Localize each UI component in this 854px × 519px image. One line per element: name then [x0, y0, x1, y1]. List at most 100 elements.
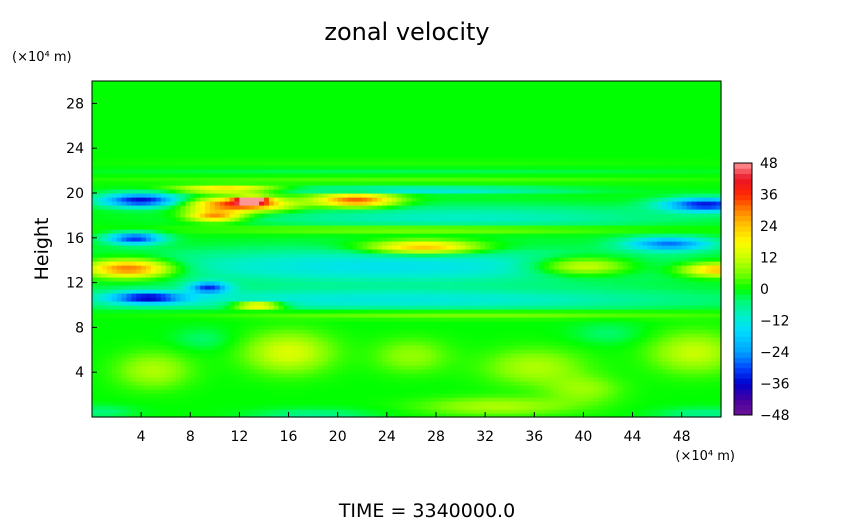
- heatmap-cell: [642, 409, 648, 414]
- heatmap-cell: [514, 369, 521, 374]
- heatmap-cell: [435, 293, 442, 298]
- heatmap-cell: [593, 269, 599, 274]
- heatmap-cell: [386, 409, 393, 414]
- heatmap-cell: [372, 357, 378, 362]
- heatmap-cell: [200, 329, 206, 334]
- heatmap-cell: [273, 373, 280, 378]
- heatmap-cell: [165, 333, 172, 338]
- heatmap-cell: [155, 281, 162, 286]
- heatmap-cell: [494, 297, 501, 302]
- heatmap-cell: [652, 325, 658, 330]
- heatmap-cell: [691, 341, 698, 346]
- heatmap-cell: [563, 389, 570, 394]
- heatmap-cell: [416, 409, 422, 414]
- heatmap-cell: [445, 357, 452, 362]
- heatmap-cell: [622, 365, 629, 370]
- heatmap-cell: [367, 393, 373, 398]
- heatmap-cell: [657, 281, 663, 286]
- heatmap-cell: [136, 285, 142, 290]
- heatmap-cell: [401, 333, 408, 338]
- heatmap-cell: [711, 341, 717, 346]
- heatmap-cell: [337, 377, 344, 382]
- heatmap-cell: [224, 369, 231, 374]
- heatmap-cell: [362, 357, 368, 362]
- heatmap-cell: [553, 409, 560, 414]
- heatmap-cell: [681, 345, 688, 350]
- heatmap-cell: [288, 269, 295, 274]
- heatmap-cell: [367, 353, 373, 358]
- heatmap-cell: [647, 273, 653, 278]
- heatmap-cell: [190, 269, 196, 274]
- heatmap-cell: [298, 381, 304, 386]
- heatmap-cell: [141, 265, 147, 270]
- heatmap-cell: [146, 333, 152, 338]
- heatmap-cell: [278, 277, 285, 282]
- heatmap-cell: [627, 381, 634, 386]
- heatmap-cell: [406, 261, 413, 266]
- heatmap-cell: [185, 317, 191, 322]
- heatmap-cell: [101, 401, 108, 406]
- heatmap-cell: [701, 325, 707, 330]
- heatmap-cell: [155, 369, 162, 374]
- heatmap-cell: [416, 293, 422, 298]
- heatmap-cell: [696, 341, 702, 346]
- heatmap-cell: [391, 357, 398, 362]
- heatmap-cell: [411, 289, 417, 294]
- heatmap-cell: [642, 285, 648, 290]
- heatmap-cell: [676, 393, 683, 398]
- heatmap-cell: [711, 373, 717, 378]
- heatmap-cell: [504, 277, 511, 282]
- heatmap-cell: [239, 265, 245, 270]
- heatmap-cell: [588, 409, 594, 414]
- heatmap-cell: [499, 369, 506, 374]
- heatmap-cell: [401, 393, 408, 398]
- heatmap-cell: [588, 329, 594, 334]
- heatmap-cell: [263, 341, 270, 346]
- heatmap-cell: [716, 337, 722, 342]
- heatmap-cell: [278, 261, 285, 266]
- heatmap-cell: [460, 277, 467, 282]
- heatmap-cell: [401, 325, 408, 330]
- heatmap-cell: [544, 325, 550, 330]
- heatmap-cell: [607, 261, 614, 266]
- heatmap-cell: [534, 297, 540, 302]
- heatmap-cell: [544, 289, 550, 294]
- heatmap-cell: [657, 393, 663, 398]
- heatmap-cell: [480, 261, 486, 266]
- heatmap-cell: [401, 345, 408, 350]
- heatmap-cell: [637, 305, 643, 310]
- heatmap-cell: [396, 281, 403, 286]
- heatmap-cell: [607, 381, 614, 386]
- heatmap-cell: [200, 269, 206, 274]
- heatmap-cell: [460, 409, 467, 414]
- heatmap-cell: [494, 373, 501, 378]
- heatmap-cell: [603, 297, 609, 302]
- heatmap-cell: [234, 333, 241, 338]
- heatmap-cell: [396, 349, 403, 354]
- heatmap-cell: [632, 277, 639, 282]
- heatmap-cell: [106, 349, 113, 354]
- heatmap-cell: [352, 293, 358, 298]
- heatmap-cell: [509, 329, 516, 334]
- heatmap-cell: [686, 329, 693, 334]
- heatmap-cell: [411, 309, 417, 314]
- heatmap-cell: [111, 345, 118, 350]
- heatmap-cell: [234, 281, 241, 286]
- heatmap-cell: [504, 321, 511, 326]
- heatmap-cell: [524, 285, 530, 290]
- heatmap-cell: [263, 361, 270, 366]
- heatmap-cell: [652, 321, 658, 326]
- heatmap-cell: [534, 301, 540, 306]
- heatmap-cell: [96, 381, 103, 386]
- heatmap-cell: [244, 333, 250, 338]
- heatmap-cell: [155, 341, 162, 346]
- heatmap-cell: [92, 293, 98, 298]
- heatmap-cell: [337, 389, 344, 394]
- heatmap-cell: [146, 301, 152, 306]
- heatmap-cell: [141, 357, 147, 362]
- heatmap-cell: [662, 329, 668, 334]
- heatmap-cell: [504, 345, 511, 350]
- heatmap-cell: [155, 277, 162, 282]
- heatmap-cell: [273, 261, 280, 266]
- heatmap-cell: [632, 285, 639, 290]
